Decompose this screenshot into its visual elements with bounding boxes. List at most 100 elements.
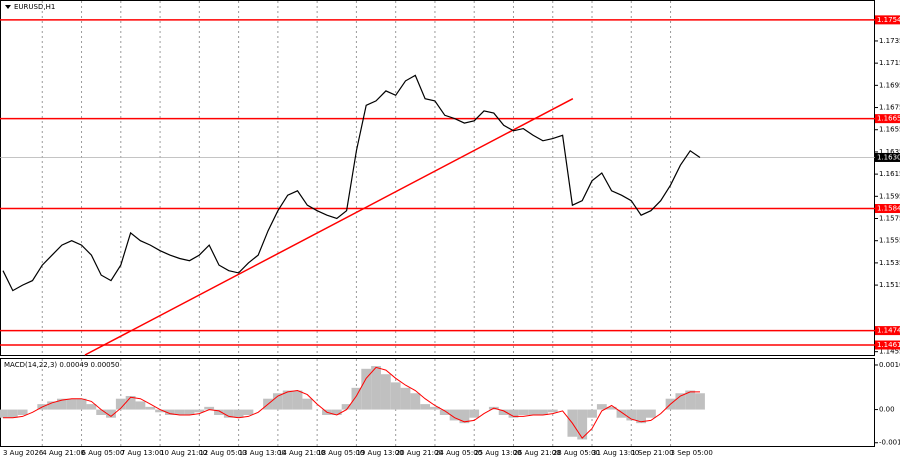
current-price-label: 1.1630 xyxy=(877,153,900,161)
macd-bar xyxy=(646,409,656,418)
macd-bar xyxy=(508,409,519,418)
macd-bar xyxy=(400,387,411,410)
macd-bar xyxy=(272,393,283,410)
macd-bar xyxy=(214,409,224,416)
price-line xyxy=(2,74,701,292)
macd-bar xyxy=(184,409,195,416)
macd-tick-label: 0.00 xyxy=(879,406,895,414)
macd-bar xyxy=(616,409,627,418)
x-tick-label: 28 Aug 05:00 xyxy=(553,449,600,457)
macd-bar xyxy=(518,409,529,416)
y-tick-label: 1.1655 xyxy=(879,126,900,134)
macd-bar xyxy=(459,409,470,424)
macd-bar xyxy=(596,404,607,410)
macd-bar xyxy=(577,409,588,440)
x-tick-label: 3 Sep 05:00 xyxy=(671,449,713,457)
x-tick-label: 19 Aug 13:00 xyxy=(356,449,403,457)
macd-bar xyxy=(76,398,87,410)
macd-bar xyxy=(420,404,431,410)
macd-bar xyxy=(233,409,244,418)
y-tick-label: 1.1575 xyxy=(879,215,900,223)
macd-bar xyxy=(390,382,401,410)
level-label-box xyxy=(875,114,900,124)
macd-bar xyxy=(204,406,215,410)
level-label-box xyxy=(875,15,900,25)
macd-bar xyxy=(302,398,313,410)
macd-bar xyxy=(135,401,146,410)
y-tick-label: 1.1455 xyxy=(879,348,900,356)
chart-title: EURUSD,H1 xyxy=(14,3,55,11)
level-label: 1.1665 xyxy=(877,115,900,123)
level-label: 1.1474 xyxy=(877,327,900,335)
macd-bar xyxy=(410,393,421,410)
macd-bar xyxy=(430,406,440,410)
macd-bar xyxy=(194,409,205,413)
macd-bar xyxy=(0,409,8,418)
macd-pane xyxy=(0,358,875,447)
macd-label: MACD(14,22,3) 0.00049 0.00050 xyxy=(4,361,120,369)
macd-bar xyxy=(685,390,696,410)
x-tick-label: 14 Aug 21:00 xyxy=(278,449,325,457)
level-label-box xyxy=(875,204,900,214)
macd-tick-label: 0.00164 xyxy=(879,361,900,369)
macd-bar xyxy=(587,409,597,418)
macd-bar xyxy=(331,409,342,416)
macd-bar xyxy=(371,366,381,410)
x-tick-label: 20 Aug 21:00 xyxy=(396,449,443,457)
macd-bar xyxy=(17,409,28,416)
y-tick-label: 1.1515 xyxy=(879,281,900,289)
x-tick-label: 13 Aug 13:00 xyxy=(239,449,286,457)
y-tick-label: 1.1635 xyxy=(879,148,900,156)
macd-tick-label: -0.00122 xyxy=(879,439,900,447)
macd-bar xyxy=(351,387,362,410)
macd-bar xyxy=(155,409,165,413)
macd-bar xyxy=(66,398,77,410)
macd-bar xyxy=(636,409,647,424)
x-tick-label: 7 Aug 13:00 xyxy=(121,449,164,457)
y-tick-label: 1.1615 xyxy=(879,170,900,178)
macd-bar xyxy=(606,406,617,410)
current-price-box xyxy=(875,152,900,162)
x-tick-label: 1 Sep 21:00 xyxy=(631,449,673,457)
macd-bar xyxy=(115,398,126,410)
macd-bar xyxy=(292,390,303,410)
x-tick-label: 25 Aug 13:00 xyxy=(474,449,521,457)
main-pane xyxy=(0,0,875,356)
macd-bar xyxy=(380,374,391,410)
x-tick-label: 12 Aug 05:00 xyxy=(199,449,246,457)
y-tick-label: 1.1715 xyxy=(879,59,900,67)
macd-bar xyxy=(7,409,18,418)
macd-bar xyxy=(626,409,637,421)
y-tick-label: 1.1535 xyxy=(879,259,900,267)
x-tick-label: 18 Aug 05:00 xyxy=(317,449,364,457)
macd-bar xyxy=(125,395,136,410)
x-tick-label: 6 Aug 05:00 xyxy=(82,449,125,457)
x-tick-label: 3 Aug 2026 xyxy=(3,449,44,457)
y-tick-label: 1.1595 xyxy=(879,192,900,200)
y-tick-label: 1.1735 xyxy=(879,37,900,45)
y-tick-label: 1.1555 xyxy=(879,237,900,245)
macd-bar xyxy=(498,409,509,416)
macd-bar xyxy=(86,404,97,410)
level-label-box xyxy=(875,340,900,350)
macd-bar xyxy=(56,398,67,410)
macd-bar xyxy=(164,409,175,416)
macd-bar xyxy=(145,406,156,410)
macd-bar xyxy=(174,409,185,416)
x-tick-label: 24 Aug 05:00 xyxy=(435,449,482,457)
x-tick-label: 31 Aug 13:00 xyxy=(592,449,639,457)
macd-bar xyxy=(538,409,548,416)
macd-signal xyxy=(3,366,700,439)
y-tick-label: 1.1695 xyxy=(879,81,900,89)
symbol-icon xyxy=(5,5,11,9)
macd-bar xyxy=(469,409,480,418)
level-label: 1.1754 xyxy=(877,16,900,24)
macd-bar xyxy=(695,393,705,410)
macd-bar xyxy=(361,368,372,410)
macd-bar xyxy=(341,404,352,410)
macd-bar xyxy=(243,409,254,416)
y-tick-label: 1.1675 xyxy=(879,104,900,112)
x-tick-label: 10 Aug 21:00 xyxy=(160,449,207,457)
x-tick-label: 26 Aug 21:00 xyxy=(513,449,560,457)
macd-bar xyxy=(47,401,57,410)
